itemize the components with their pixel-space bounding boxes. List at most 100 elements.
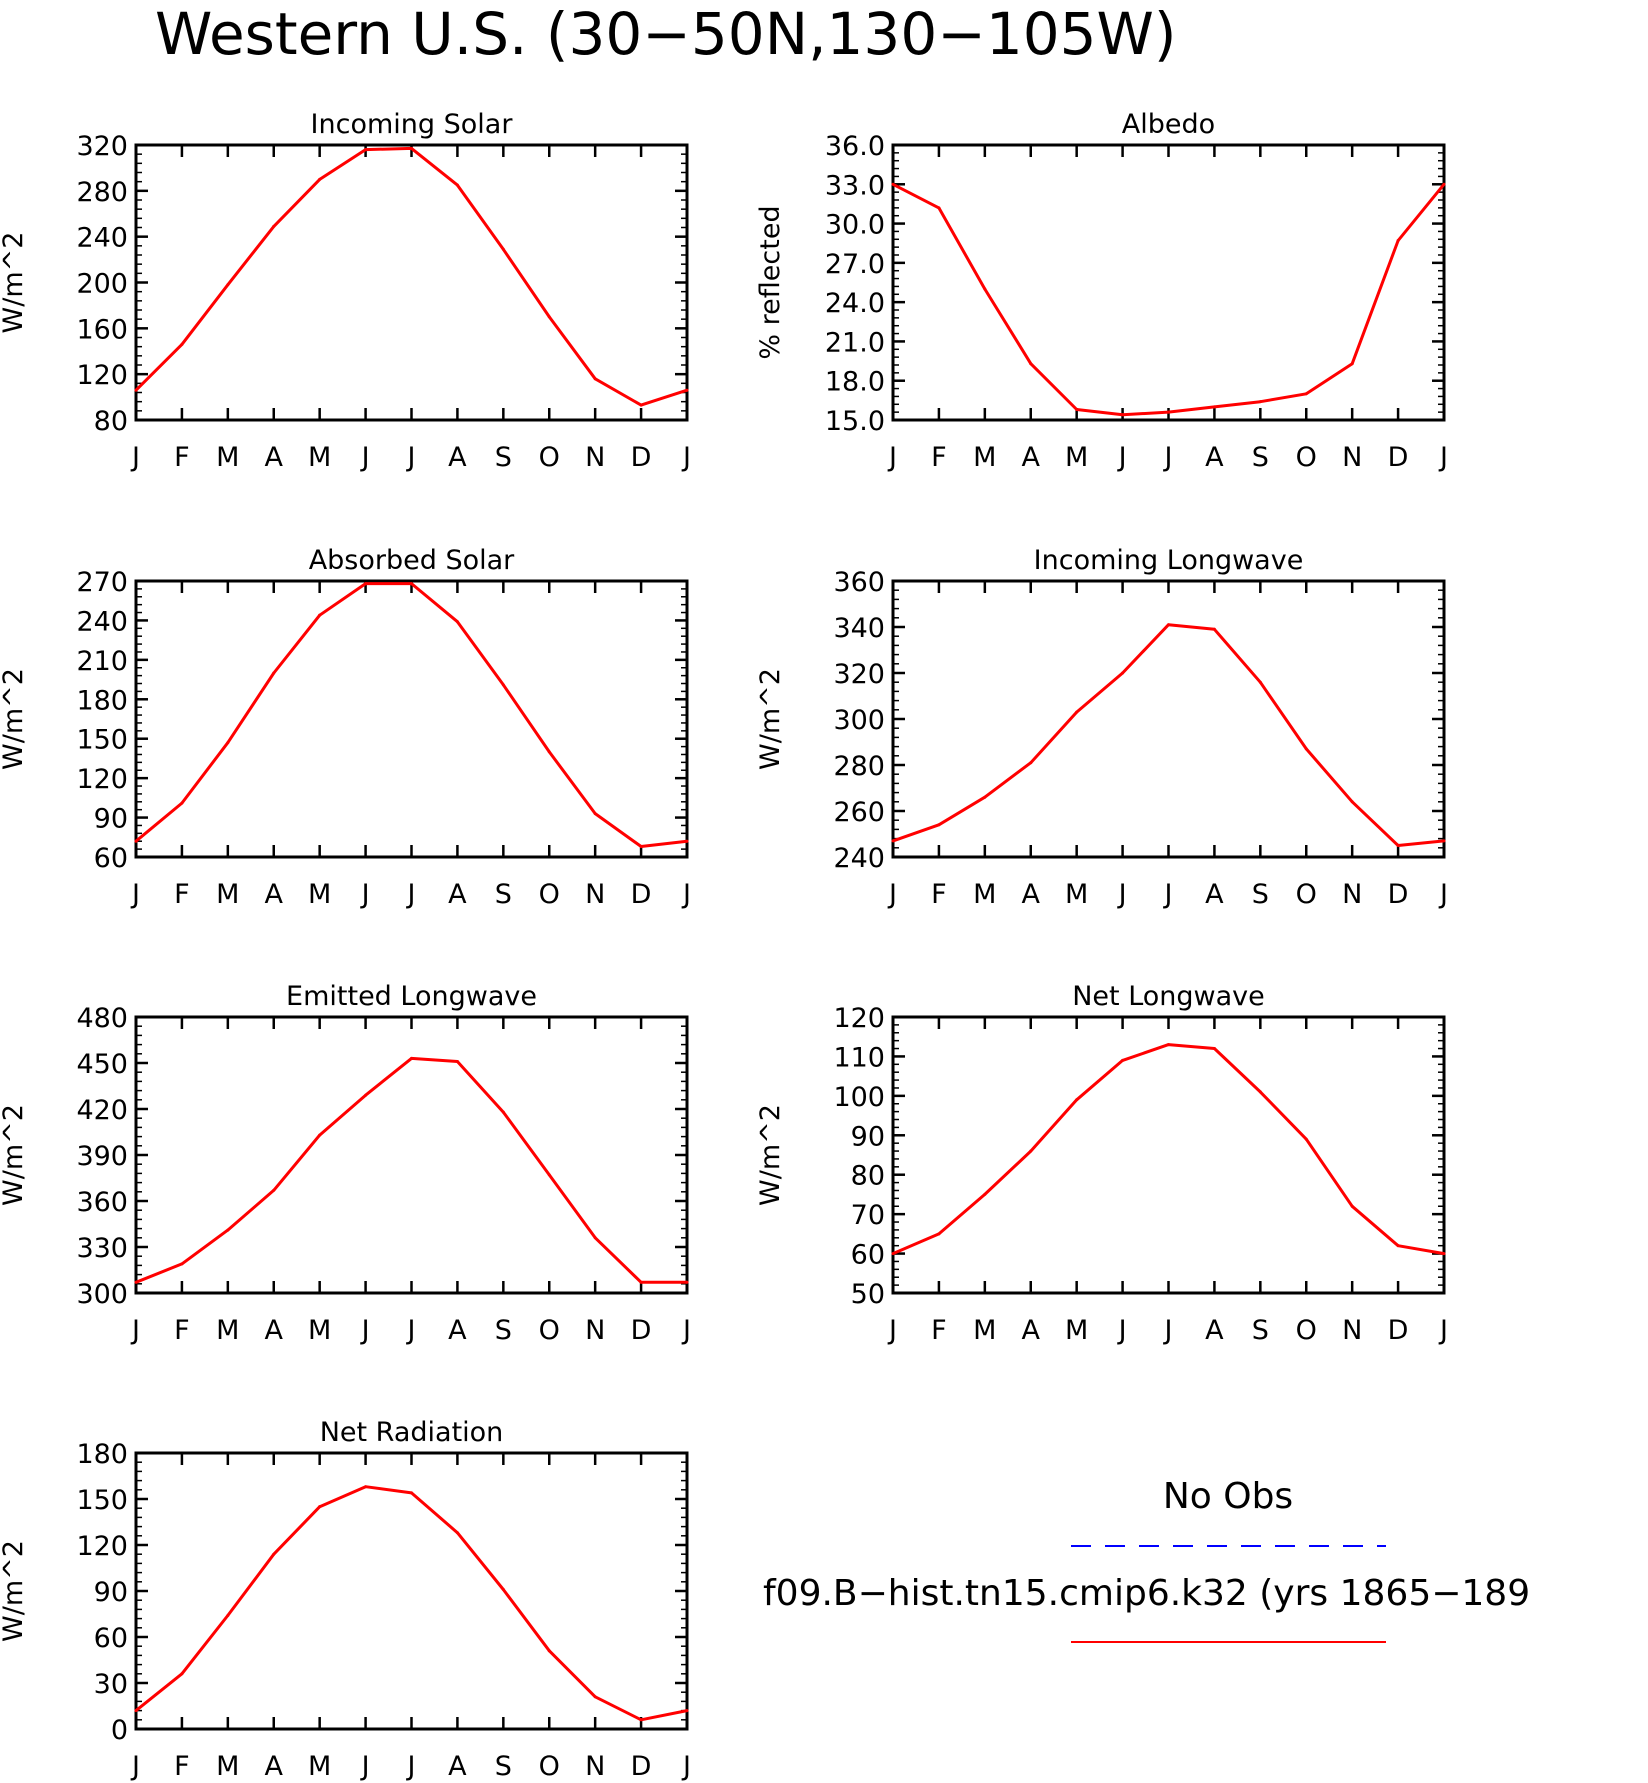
y-tick-label: 110 [833,1042,885,1073]
y-tick-label: 360 [76,1187,128,1218]
data-point [937,206,941,210]
data-point [455,1531,459,1535]
y-tick-label: 210 [76,646,128,677]
data-point [501,1587,505,1591]
y-tick-label: 390 [76,1141,128,1172]
legend-model-label: f09.B−hist.tn15.cmip6.k32 (yrs 1865−189 [763,1573,1530,1614]
x-tick-label: A [265,879,284,910]
y-axis-label: W/m^2 [0,1104,29,1206]
x-tick-label: N [585,1751,605,1782]
y-tick-label: 150 [76,725,128,756]
y-tick-label: 80 [94,406,128,437]
y-tick-label: 70 [851,1200,885,1231]
x-tick-label: D [631,879,652,910]
x-tick-label: S [495,879,512,910]
data-point [639,403,643,407]
data-point [1029,362,1033,366]
data-point [364,1485,368,1489]
legend: No Obs f09.B−hist.tn15.cmip6.k32 (yrs 18… [763,1476,1530,1643]
data-point [180,801,184,805]
data-point [1212,1047,1216,1051]
data-point [891,182,895,186]
x-tick-label: J [406,1315,416,1346]
y-axis-label: W/m^2 [0,668,29,770]
series-line [135,1485,688,1722]
data-point [685,839,689,843]
y-axis-label: W/m^2 [755,668,786,770]
data-point [1167,1043,1170,1047]
x-tick-label: J [1163,442,1173,473]
x-tick-label: M [308,1315,331,1346]
x-tick-label: J [681,1315,691,1346]
data-point [364,1093,368,1097]
y-tick-label: 24.0 [825,288,885,319]
x-tick-label: M [216,442,239,473]
data-point [1350,1204,1354,1208]
data-point [593,1695,597,1699]
data-point [1258,1090,1262,1094]
x-tick-label: M [308,879,331,910]
y-tick-label: 420 [76,1095,128,1126]
x-tick-label: O [539,1315,560,1346]
data-point [272,671,276,675]
x-tick-label: J [360,442,370,473]
x-tick-label: M [973,879,996,910]
x-tick-label: J [360,1751,370,1782]
data-point [1396,844,1400,847]
x-tick-label: A [448,1315,467,1346]
data-point [983,287,987,291]
data-point [1075,1098,1079,1102]
panel-title: Emitted Longwave [286,981,537,1012]
data-point [685,388,689,392]
series-line [135,582,688,848]
data-point [318,177,322,181]
data-point [983,795,987,799]
x-tick-label: N [585,442,605,473]
data-point [1350,800,1354,804]
y-tick-label: 240 [76,606,128,637]
panel-title: Absorbed Solar [309,545,515,576]
plot-frame [134,143,689,422]
x-tick-label: A [448,442,467,473]
x-tick-label: F [174,879,190,910]
y-tick-label: 120 [76,764,128,795]
panel-title: Net Radiation [320,1417,504,1448]
panel-title: Incoming Longwave [1034,545,1304,576]
y-tick-label: 450 [76,1049,128,1080]
x-tick-label: S [1252,442,1269,473]
data-point [547,315,551,319]
y-tick-label: 120 [833,1003,885,1034]
series-line [892,182,1446,417]
data-point [547,1173,551,1177]
y-tick-label: 33.0 [825,170,885,201]
x-tick-label: F [174,442,190,473]
figure-title: Western U.S. (30−50N,130−105W) [155,0,1177,68]
y-axis-label: W/m^2 [0,1540,29,1642]
data-point [1396,1244,1400,1248]
data-point [593,377,597,381]
data-point [318,613,322,617]
x-tick-label: J [360,879,370,910]
x-tick-label: M [1065,442,1088,473]
x-tick-label: D [1388,442,1409,473]
x-tick-label: M [973,442,996,473]
y-tick-label: 90 [94,804,128,835]
data-point [455,620,459,624]
x-tick-label: A [1022,879,1041,910]
x-tick-label: A [1205,1315,1224,1346]
x-tick-label: J [406,879,416,910]
data-point [501,683,505,687]
y-tick-label: 60 [94,843,128,874]
x-tick-label: J [681,442,691,473]
data-point [983,1192,987,1196]
x-tick-label: O [539,442,560,473]
data-point [364,148,368,152]
y-tick-label: 27.0 [825,249,885,280]
data-point [455,183,459,187]
plot-frame [891,1015,1446,1295]
